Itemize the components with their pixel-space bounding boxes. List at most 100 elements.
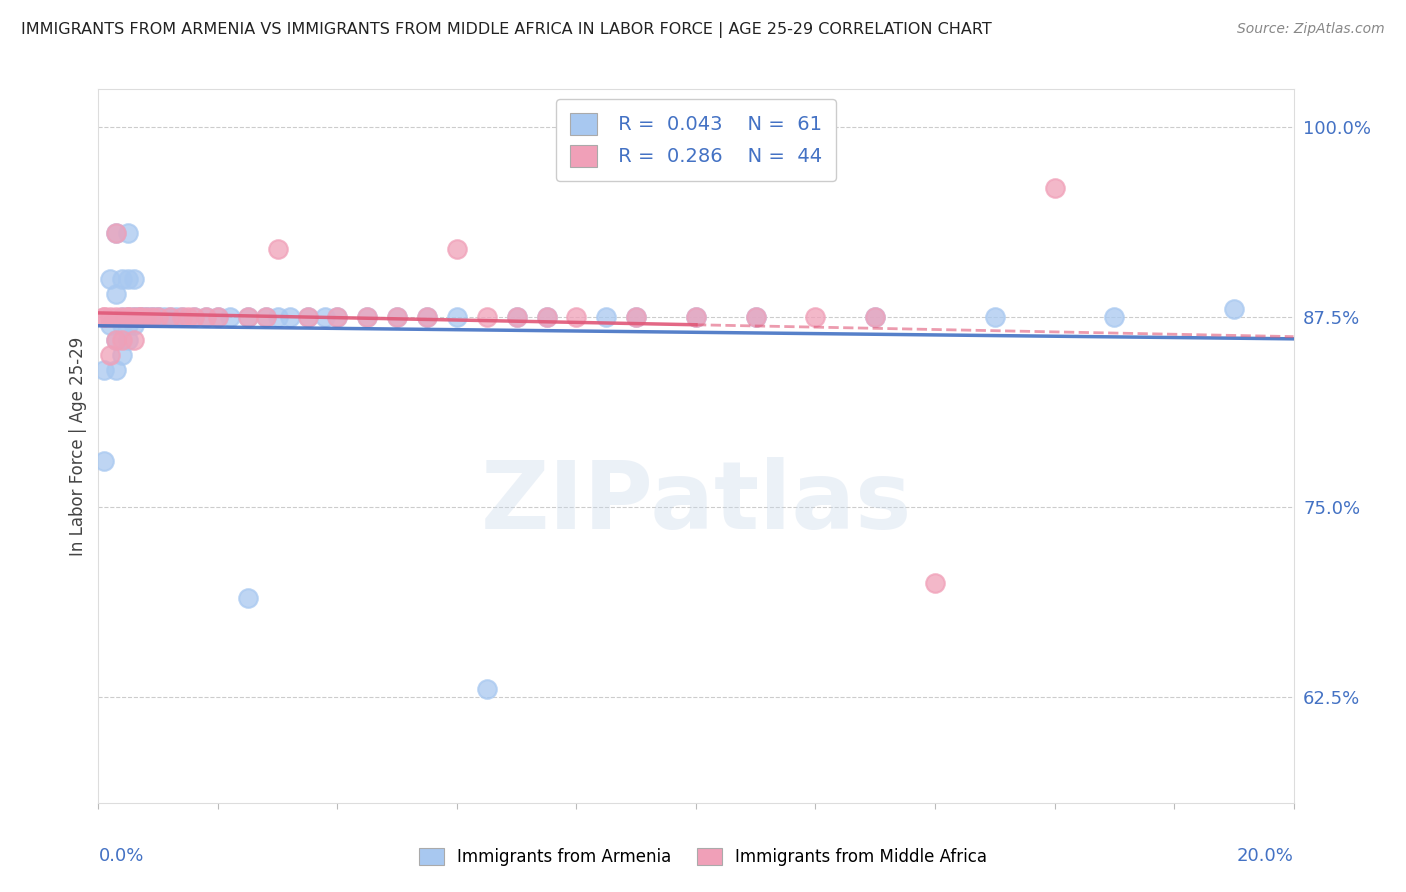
Point — [135, 310, 157, 324]
Point — [141, 310, 163, 324]
Text: 20.0%: 20.0% — [1237, 847, 1294, 865]
Point — [98, 318, 122, 332]
Point — [865, 310, 887, 324]
Point — [124, 310, 146, 324]
Point — [195, 310, 218, 324]
Point — [1223, 302, 1246, 317]
Point — [745, 310, 768, 324]
Point — [129, 310, 152, 324]
Point — [124, 310, 146, 324]
Point — [254, 310, 277, 324]
Point — [105, 333, 128, 347]
Text: Source: ZipAtlas.com: Source: ZipAtlas.com — [1237, 22, 1385, 37]
Point — [105, 333, 128, 347]
Point — [148, 310, 170, 324]
Point — [236, 591, 259, 605]
Point — [446, 242, 468, 256]
Point — [297, 310, 319, 324]
Point — [207, 310, 229, 324]
Text: 0.0%: 0.0% — [98, 847, 143, 865]
Point — [141, 310, 163, 324]
Point — [506, 310, 529, 324]
Point — [105, 227, 128, 241]
Point — [153, 310, 176, 324]
Point — [626, 310, 648, 324]
Point — [111, 310, 134, 324]
Point — [172, 310, 194, 324]
Point — [475, 681, 498, 696]
Point — [124, 333, 146, 347]
Legend:  R =  0.043    N =  61,  R =  0.286    N =  44: R = 0.043 N = 61, R = 0.286 N = 44 — [555, 99, 837, 181]
Y-axis label: In Labor Force | Age 25-29: In Labor Force | Age 25-29 — [69, 336, 87, 556]
Point — [1043, 181, 1066, 195]
Point — [165, 310, 187, 324]
Point — [804, 310, 827, 324]
Point — [93, 310, 115, 324]
Point — [129, 310, 152, 324]
Point — [416, 310, 439, 324]
Point — [111, 310, 134, 324]
Point — [98, 348, 122, 362]
Point — [685, 310, 707, 324]
Point — [135, 310, 157, 324]
Point — [595, 310, 617, 324]
Point — [385, 310, 409, 324]
Point — [93, 454, 115, 468]
Point — [159, 310, 181, 324]
Point — [315, 310, 337, 324]
Point — [267, 242, 290, 256]
Point — [124, 310, 146, 324]
Point — [326, 310, 349, 324]
Point — [98, 310, 122, 324]
Point — [98, 272, 122, 286]
Point — [172, 310, 194, 324]
Point — [117, 310, 139, 324]
Point — [207, 310, 229, 324]
Point — [129, 310, 152, 324]
Point — [745, 310, 768, 324]
Point — [111, 348, 134, 362]
Point — [1104, 310, 1126, 324]
Point — [124, 272, 146, 286]
Point — [297, 310, 319, 324]
Point — [685, 310, 707, 324]
Point — [565, 310, 588, 324]
Point — [385, 310, 409, 324]
Text: IMMIGRANTS FROM ARMENIA VS IMMIGRANTS FROM MIDDLE AFRICA IN LABOR FORCE | AGE 25: IMMIGRANTS FROM ARMENIA VS IMMIGRANTS FR… — [21, 22, 991, 38]
Point — [356, 310, 378, 324]
Point — [148, 310, 170, 324]
Point — [93, 363, 115, 377]
Point — [356, 310, 378, 324]
Point — [124, 318, 146, 332]
Point — [117, 310, 139, 324]
Point — [326, 310, 349, 324]
Point — [105, 310, 128, 324]
Point — [536, 310, 558, 324]
Point — [117, 333, 139, 347]
Point — [865, 310, 887, 324]
Point — [111, 333, 134, 347]
Point — [236, 310, 259, 324]
Point — [267, 310, 290, 324]
Point — [183, 310, 205, 324]
Point — [446, 310, 468, 324]
Point — [141, 310, 163, 324]
Point — [117, 310, 139, 324]
Legend: Immigrants from Armenia, Immigrants from Middle Africa: Immigrants from Armenia, Immigrants from… — [412, 841, 994, 873]
Point — [219, 310, 242, 324]
Text: ZIPatlas: ZIPatlas — [481, 457, 911, 549]
Point — [177, 310, 200, 324]
Point — [278, 310, 301, 324]
Point — [254, 310, 277, 324]
Point — [195, 310, 218, 324]
Point — [105, 287, 128, 301]
Point — [416, 310, 439, 324]
Point — [626, 310, 648, 324]
Point — [111, 272, 134, 286]
Point — [984, 310, 1007, 324]
Point — [117, 227, 139, 241]
Point — [183, 310, 205, 324]
Point — [924, 575, 946, 590]
Point — [129, 310, 152, 324]
Point — [159, 310, 181, 324]
